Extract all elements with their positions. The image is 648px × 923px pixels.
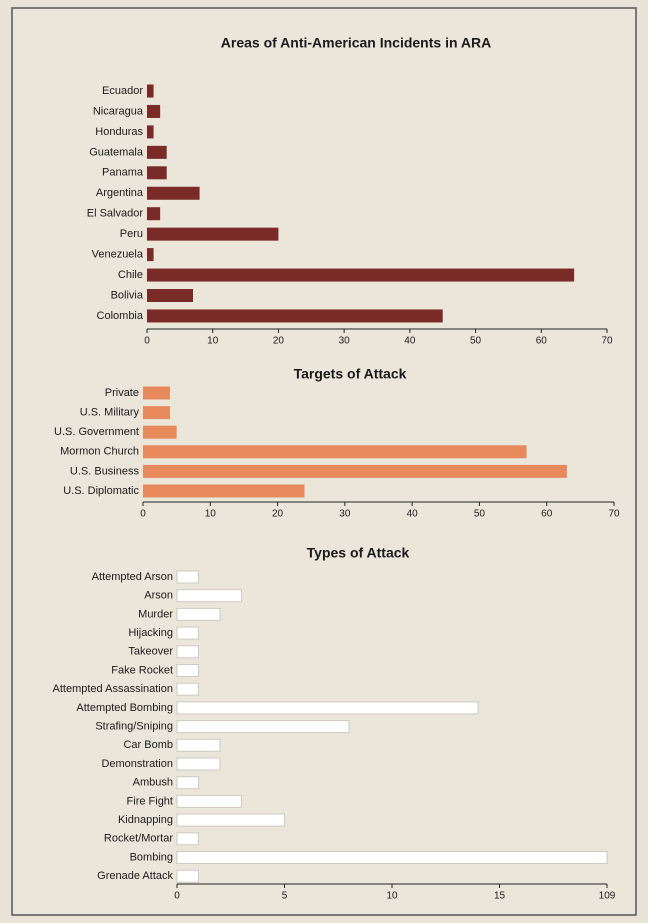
- category-label: Grenade Attack: [97, 870, 173, 882]
- bar: [147, 309, 443, 323]
- x-tick-label: 10: [207, 336, 219, 347]
- category-label: Ambush: [133, 777, 173, 789]
- category-label: U.S. Business: [70, 465, 140, 477]
- x-tick-label: 15: [494, 891, 506, 902]
- x-tick-label: 0: [174, 891, 180, 902]
- bar: [147, 104, 161, 118]
- bar: [176, 794, 242, 808]
- bar: [143, 445, 527, 459]
- category-label: Ecuador: [102, 85, 143, 97]
- bar: [143, 464, 567, 478]
- chart-title: Areas of Anti-American Incidents in ARA: [221, 35, 491, 51]
- x-tick-label: 60: [536, 336, 548, 347]
- bar: [176, 570, 199, 584]
- x-tick-label: 40: [407, 509, 419, 520]
- category-label: Demonstration: [101, 758, 173, 770]
- category-label: Bombing: [130, 851, 173, 863]
- x-tick-label: 10: [205, 509, 217, 520]
- bar: [147, 125, 154, 139]
- category-label: Guatemala: [89, 146, 144, 158]
- bar: [176, 701, 479, 715]
- x-tick-label: 0: [144, 336, 150, 347]
- bar: [176, 832, 199, 846]
- category-label: Mormon Church: [60, 446, 139, 458]
- category-label: Attempted Bombing: [76, 702, 173, 714]
- bar: [143, 406, 170, 420]
- bar: [176, 682, 199, 696]
- x-tick-label: 109: [599, 891, 616, 902]
- bar: [176, 738, 221, 752]
- category-label: Takeover: [128, 646, 173, 658]
- category-label: Hijacking: [128, 627, 173, 639]
- category-label: Bolivia: [111, 289, 144, 301]
- x-tick-label: 20: [272, 509, 284, 520]
- bar: [147, 145, 167, 159]
- category-label: Rocket/Mortar: [104, 833, 173, 845]
- category-label: Panama: [102, 167, 144, 179]
- x-tick-label: 70: [601, 336, 613, 347]
- x-tick-label: 40: [404, 336, 416, 347]
- x-tick-label: 30: [339, 509, 351, 520]
- category-label: Attempted Assassination: [53, 683, 173, 695]
- x-tick-label: 20: [273, 336, 285, 347]
- bar: [176, 869, 199, 883]
- category-label: Fire Fight: [127, 795, 173, 807]
- bar: [176, 813, 285, 827]
- bar: [176, 720, 350, 734]
- bar: [147, 166, 167, 180]
- bar: [143, 425, 177, 439]
- x-tick-label: 30: [339, 336, 351, 347]
- bar: [176, 589, 242, 603]
- x-tick-label: 60: [541, 509, 553, 520]
- category-label: Kidnapping: [118, 814, 173, 826]
- bar: [147, 207, 161, 221]
- category-label: Venezuela: [92, 249, 144, 261]
- bar: [147, 289, 193, 302]
- x-tick-label: 5: [282, 891, 288, 902]
- category-label: Honduras: [95, 126, 143, 138]
- category-label: Nicaragua: [93, 105, 144, 117]
- category-label: Peru: [120, 228, 143, 240]
- bar: [143, 484, 305, 498]
- bar: [147, 268, 575, 282]
- category-label: U.S. Diplomatic: [63, 485, 139, 497]
- bar: [147, 84, 154, 98]
- category-label: Argentina: [96, 187, 144, 199]
- chart-title: Types of Attack: [307, 545, 410, 561]
- x-tick-label: 10: [386, 891, 398, 902]
- category-label: El Salvador: [87, 208, 144, 220]
- bar: [176, 607, 221, 621]
- bar: [176, 664, 199, 677]
- bar: [176, 757, 221, 771]
- page-frame: [11, 7, 637, 916]
- category-label: Colombia: [97, 310, 144, 322]
- x-tick-label: 0: [140, 509, 146, 520]
- category-label: Murder: [138, 608, 173, 620]
- category-label: Private: [105, 387, 139, 399]
- chart-title: Targets of Attack: [294, 366, 407, 382]
- category-label: Arson: [144, 590, 173, 602]
- bar: [147, 227, 279, 241]
- category-label: U.S. Government: [54, 426, 139, 438]
- x-tick-label: 50: [470, 336, 482, 347]
- bar: [176, 626, 199, 640]
- category-label: U.S. Military: [80, 407, 140, 419]
- category-label: Strafing/Sniping: [95, 721, 173, 733]
- bar: [147, 248, 154, 262]
- category-label: Car Bomb: [123, 739, 173, 751]
- category-label: Chile: [118, 269, 143, 281]
- x-tick-label: 50: [474, 509, 486, 520]
- category-label: Attempted Arson: [92, 571, 173, 583]
- x-tick-label: 70: [608, 509, 620, 520]
- bar: [147, 186, 200, 200]
- category-label: Fake Rocket: [111, 664, 173, 676]
- bar: [143, 386, 170, 400]
- bar: [176, 645, 199, 659]
- bar: [176, 851, 608, 864]
- bar: [176, 776, 199, 790]
